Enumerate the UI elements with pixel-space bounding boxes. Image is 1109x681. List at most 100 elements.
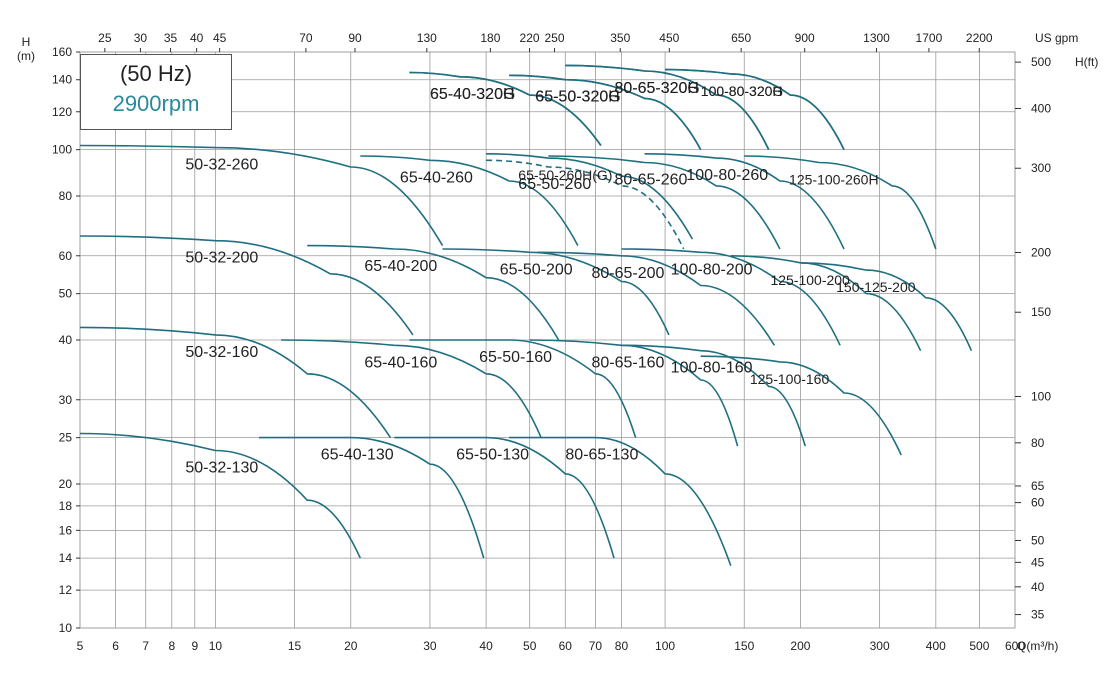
top-tick-label: 40 — [190, 31, 204, 45]
x-tick-label: 40 — [479, 639, 493, 653]
curve-100-80-260 — [644, 153, 845, 250]
curve-150-125-200 — [800, 262, 973, 352]
right-tick-label: 100 — [1031, 389, 1051, 403]
curve-65-50-320H — [509, 74, 702, 150]
x-tick-label: 60 — [559, 639, 573, 653]
y-tick-label: 160 — [52, 45, 72, 59]
label-80-65-200: 80-65-200 — [591, 265, 664, 282]
label-65-50-130: 65-50-130 — [456, 447, 529, 464]
curve-100-80-160 — [621, 344, 807, 447]
label-65-40-130: 65-40-130 — [321, 447, 394, 464]
top-tick-label: 250 — [545, 31, 565, 45]
y-tick-label: 40 — [59, 333, 73, 347]
speed-box: (50 Hz) 2900rpm — [80, 54, 232, 130]
curve-65-50-260 — [486, 159, 685, 250]
label-65-50-260: 65-50-260 — [518, 176, 591, 193]
curve-65-40-260 — [360, 155, 579, 246]
x-tick-label: 300 — [870, 639, 890, 653]
y-tick-label: 120 — [52, 105, 72, 119]
y-tick-label: 25 — [59, 431, 73, 445]
top-tick-label: 45 — [213, 31, 227, 45]
top-tick-label: 1700 — [916, 31, 943, 45]
curve-50-32-160 — [80, 326, 392, 439]
y-tick-label: 16 — [59, 523, 73, 537]
top-tick-label: 450 — [659, 31, 679, 45]
x-tick-label: 9 — [191, 639, 198, 653]
x-tick-label: 200 — [790, 639, 810, 653]
x-tick-label: 400 — [926, 639, 946, 653]
x-tick-label: 50 — [523, 639, 537, 653]
curve-125-100-260H — [744, 155, 937, 250]
curve-65-40-160 — [281, 339, 542, 438]
top-tick-label: 180 — [480, 31, 500, 45]
right-tick-label: 40 — [1031, 580, 1045, 594]
top-axis-label: US gpm — [1035, 31, 1078, 45]
y-tick-label: 18 — [59, 499, 73, 513]
y-tick-label: 14 — [59, 551, 73, 565]
curve-50-32-260 — [80, 144, 444, 247]
y-tick-label: 20 — [59, 477, 73, 491]
top-tick-label: 70 — [299, 31, 313, 45]
top-tick-label: 90 — [348, 31, 362, 45]
curve-80-65-260 — [548, 155, 781, 250]
top-tick-label: 350 — [610, 31, 630, 45]
right-tick-label: 400 — [1031, 101, 1051, 115]
x-tick-label: 80 — [615, 639, 629, 653]
curve-80-65-130 — [509, 436, 732, 566]
label-125-100-200: 125-100-200 — [770, 272, 850, 288]
curve-80-65-200 — [537, 251, 776, 346]
y-tick-label: 30 — [59, 393, 73, 407]
label-100-80-260: 100-80-260 — [686, 167, 768, 184]
label-125-100-260H: 125-100-260H — [789, 171, 879, 187]
label-80-65-260: 80-65-260 — [614, 171, 687, 188]
axes: 5 6 7 8 9 10 15 20 30 40 50 60 70 80 100 150 200 300 400 50… — [17, 31, 1098, 653]
label-65-40-200: 65-40-200 — [364, 258, 437, 275]
label-80-65-320H: 80-65-320H — [614, 80, 699, 97]
right-axis-label: H(ft) — [1075, 55, 1098, 69]
label-150-125-200: 150-125-200 — [836, 279, 916, 295]
curve-65-50-200 — [442, 248, 670, 336]
right-tick-label: 50 — [1031, 533, 1045, 547]
label-65-50-200: 65-50-200 — [500, 261, 573, 278]
right-tick-label: 65 — [1031, 479, 1045, 493]
top-tick-label: 650 — [731, 31, 751, 45]
label-50-32-260: 50-32-260 — [185, 157, 258, 174]
x-axis-label: Q(m³/h) — [1017, 639, 1058, 653]
right-tick-label: 80 — [1031, 436, 1045, 450]
right-tick-label: 60 — [1031, 496, 1045, 510]
label-65-50-320G: 65-50-320G — [535, 89, 620, 106]
label-80-65-130: 80-65-130 — [565, 447, 638, 464]
label-80-65-160: 80-65-160 — [591, 354, 664, 371]
label-125-100-160: 125-100-160 — [750, 371, 830, 387]
right-tick-label: 200 — [1031, 245, 1051, 259]
label-50-32-160: 50-32-160 — [185, 344, 258, 361]
frequency-label: (50 Hz) — [119, 61, 193, 86]
y-axis-label: H — [22, 35, 31, 49]
y-tick-label: 12 — [59, 583, 73, 597]
curve-80-65-320H — [565, 64, 770, 150]
curve-125-100-200 — [730, 255, 922, 352]
x-tick-label: 5 — [77, 639, 84, 653]
y-tick-label: 80 — [59, 189, 73, 203]
x-tick-label: 150 — [734, 639, 754, 653]
label-50-32-200: 50-32-200 — [185, 250, 258, 267]
x-tick-label: 500 — [969, 639, 989, 653]
x-tick-label: 70 — [589, 639, 603, 653]
top-tick-label: 25 — [98, 31, 112, 45]
right-tick-label: 45 — [1031, 555, 1045, 569]
y-axis-unit: (m) — [17, 49, 35, 63]
label-65-40-320H: 65-40-320H — [430, 86, 515, 103]
y-tick-label: 10 — [59, 621, 73, 635]
curve-65-50-260H(G) — [486, 153, 694, 240]
speed-label: 2900rpm — [112, 91, 200, 116]
y-tick-label: 140 — [52, 73, 72, 87]
curve-80-65-160 — [529, 339, 739, 447]
label-65-50-260H(G): 65-50-260H(G) — [518, 167, 612, 183]
curve-50-32-130 — [80, 432, 362, 559]
curve-65-50-130 — [394, 436, 615, 559]
top-tick-label: 30 — [134, 31, 148, 45]
right-tick-label: 150 — [1031, 305, 1051, 319]
curve-100-80-200 — [621, 248, 841, 346]
right-tick-label: 35 — [1031, 608, 1045, 622]
